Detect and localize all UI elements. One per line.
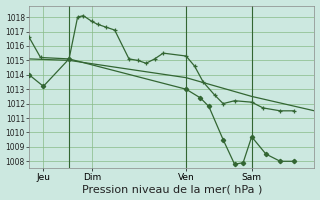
X-axis label: Pression niveau de la mer( hPa ): Pression niveau de la mer( hPa ) [82,184,262,194]
